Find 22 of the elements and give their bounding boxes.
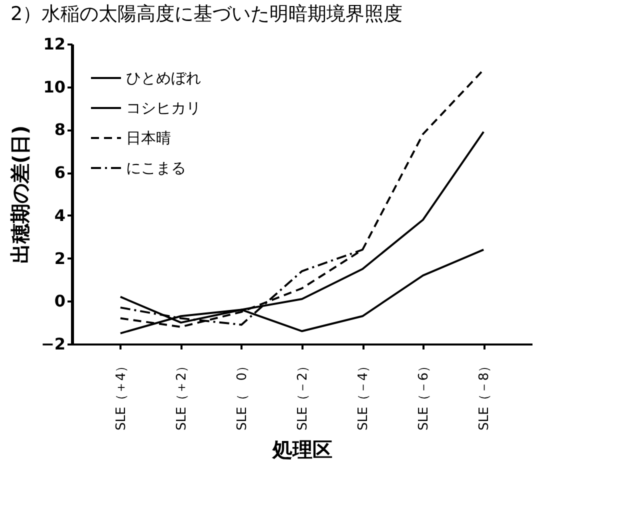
y-tick-label: 8 — [54, 120, 66, 140]
legend-label: コシヒカリ — [126, 99, 201, 117]
x-tick-label: SLE（－4） — [356, 360, 372, 430]
legend-label: ひとめぼれ — [126, 69, 201, 87]
y-tick-label: −2 — [40, 334, 66, 354]
legend-label: 日本晴 — [126, 129, 171, 147]
legend-label: にこまる — [126, 159, 186, 177]
x-tick-label: SLE（－2） — [296, 360, 310, 430]
y-tick-label: 4 — [54, 206, 66, 225]
y-axis-title: 出穂期の差(日) — [8, 125, 32, 264]
x-tick-label: SLE（ 0） — [234, 360, 250, 430]
chart-title: 2）水稲の太陽高度に基づいた明暗期境界照度 — [10, 3, 403, 25]
x-tick-label: SLE（＋4） — [114, 360, 129, 430]
x-tick-label: SLE（＋2） — [174, 360, 190, 430]
y-tick-label: 12 — [43, 34, 66, 54]
y-tick-label: 6 — [54, 163, 66, 182]
y-tick-label: 0 — [54, 292, 66, 311]
y-tick-label: 10 — [43, 77, 66, 96]
x-tick-label: SLE（－8） — [477, 360, 492, 430]
x-axis-title: 処理区 — [272, 437, 332, 462]
y-tick-label: 2 — [54, 248, 66, 268]
x-tick-label: SLE（－6） — [416, 360, 432, 430]
